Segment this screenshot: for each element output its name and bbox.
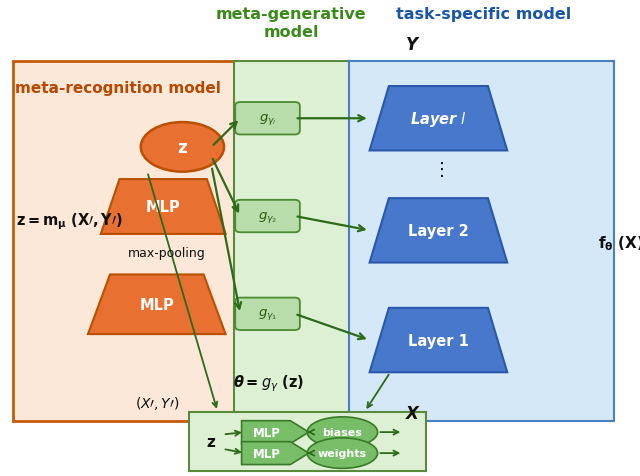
Text: weights: weights [318,448,367,458]
Text: $g_{\gamma_2}$: $g_{\gamma_2}$ [258,209,277,224]
Ellipse shape [307,417,378,447]
Ellipse shape [307,438,378,468]
Text: Layer $l$: Layer $l$ [410,109,467,129]
Text: $\mathbf{z = m_{\mu}}$ $\mathbf{(X\prime, Y\prime)}$: $\mathbf{z = m_{\mu}}$ $\mathbf{(X\prime… [16,211,123,232]
Polygon shape [101,180,226,235]
Bar [349,62,614,421]
Text: meta-generative
model: meta-generative model [216,7,367,40]
Ellipse shape [141,123,224,172]
Polygon shape [242,421,309,444]
Polygon shape [370,199,508,263]
Bar [189,412,426,471]
Bar [13,62,349,421]
Text: $\vdots$: $\vdots$ [433,159,444,178]
Text: $\mathbf{z}$: $\mathbf{z}$ [206,434,216,449]
Text: Layer 2: Layer 2 [408,223,468,238]
Text: $\boldsymbol{X}$: $\boldsymbol{X}$ [404,404,421,422]
Text: $\boldsymbol{Y}$: $\boldsymbol{Y}$ [405,36,420,54]
Text: $\mathbf{z}$: $\mathbf{z}$ [177,139,188,157]
Text: meta-recognition model: meta-recognition model [15,80,221,96]
Text: $\boldsymbol{\theta = g_\gamma}$ $\mathbf{(z)}$: $\boldsymbol{\theta = g_\gamma}$ $\mathb… [234,373,304,394]
Bar [234,62,352,421]
Text: $g_{\gamma_l}$: $g_{\gamma_l}$ [259,111,276,127]
Text: $(X\prime,Y\prime)$: $(X\prime,Y\prime)$ [134,394,179,411]
Text: MLP: MLP [253,446,281,460]
Text: Layer 1: Layer 1 [408,333,469,348]
Text: MLP: MLP [140,297,174,312]
FancyBboxPatch shape [236,200,300,233]
Text: MLP: MLP [253,426,281,439]
Text: MLP: MLP [146,199,180,215]
Polygon shape [242,442,309,465]
Text: $g_{\gamma_1}$: $g_{\gamma_1}$ [258,307,277,322]
Polygon shape [370,87,508,151]
Text: max-pooling: max-pooling [127,247,205,260]
Text: biases: biases [323,427,362,437]
Text: $\mathbf{f_{\theta}}$ $\mathbf{(X)}$: $\mathbf{f_{\theta}}$ $\mathbf{(X)}$ [598,233,640,252]
Polygon shape [370,308,508,373]
FancyBboxPatch shape [236,298,300,330]
Polygon shape [88,275,226,335]
FancyBboxPatch shape [236,103,300,135]
Text: task-specific model: task-specific model [396,7,571,22]
